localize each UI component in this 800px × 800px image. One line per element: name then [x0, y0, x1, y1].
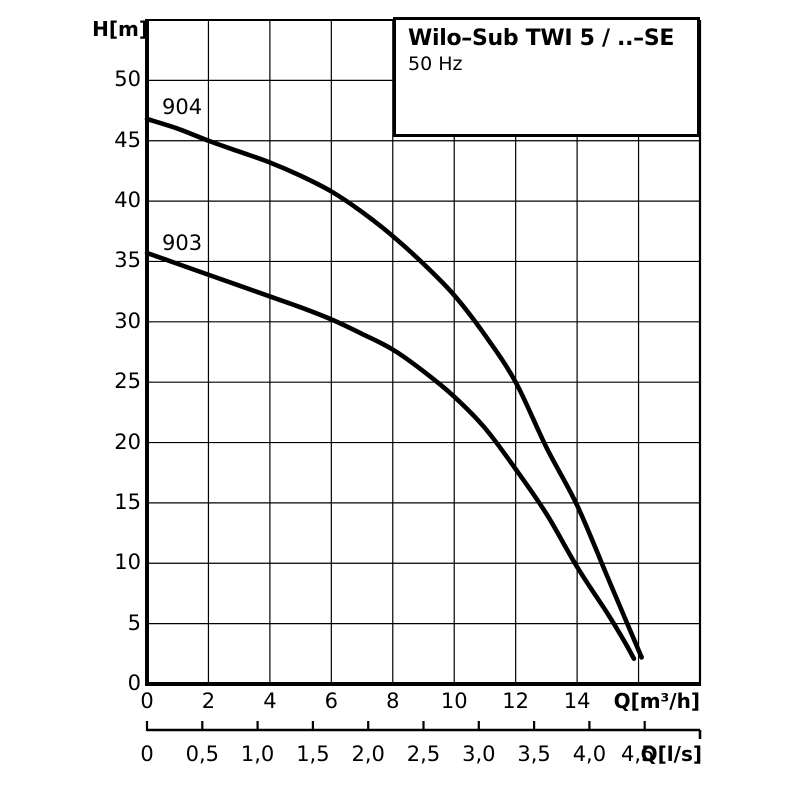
- x-axis-unit-label: Q[m³/h]: [613, 689, 700, 713]
- x-tick-label: 6: [324, 689, 339, 713]
- y-tick-label: 10: [114, 550, 141, 575]
- y-tick-label: 15: [114, 489, 141, 514]
- curve-label-903: 903: [162, 231, 203, 255]
- y-tick-label: 35: [114, 248, 141, 273]
- x2-tick-label: 2,5: [406, 742, 441, 766]
- x2-tick-label: 1,5: [296, 742, 330, 766]
- x2-tick-label: 0: [140, 742, 154, 766]
- x2-tick-label: 3,0: [462, 742, 496, 766]
- y-tick-label: 45: [114, 127, 141, 152]
- x-tick-label: 8: [386, 689, 400, 713]
- pump-curve-904: [144, 116, 644, 660]
- y-tick-label: 25: [114, 369, 141, 394]
- y-tick-label: 0: [127, 671, 141, 695]
- y-tick-label: 50: [114, 67, 141, 92]
- y-tick-label: 30: [114, 308, 141, 333]
- y-tick-label: 40: [114, 188, 141, 213]
- x-tick-label: 4: [263, 689, 277, 713]
- x2-tick-label: 1,0: [240, 742, 275, 766]
- chart-title: Wilo–Sub TWI 5 / ..–SE: [408, 26, 675, 51]
- y-axis-unit-label: H[m]: [92, 17, 148, 41]
- curve-label-904: 904: [162, 95, 203, 119]
- x2-tick-label: 4,0: [572, 742, 607, 766]
- x-tick-label: 0: [140, 689, 154, 713]
- x2-axis-unit-label: Q[l/s]: [640, 742, 702, 766]
- x2-tick-label: 3,5: [517, 742, 551, 766]
- x2-tick-label: 4,5: [620, 742, 655, 766]
- pump-curve-903: [144, 250, 637, 661]
- chart-subtitle: 50 Hz: [408, 53, 463, 75]
- x-tick-label: 2: [201, 689, 216, 713]
- x-tick-label: 10: [440, 689, 468, 713]
- y-tick-label: 20: [114, 429, 141, 454]
- x-tick-label: 14: [563, 689, 591, 713]
- x2-tick-label: 2,0: [351, 742, 385, 766]
- x2-tick-label: 0,5: [185, 742, 219, 766]
- chart-title-box: Wilo–Sub TWI 5 / ..–SE 50 Hz: [393, 17, 700, 137]
- y-tick-label: 5: [127, 610, 141, 635]
- x-tick-label: 12: [502, 689, 530, 713]
